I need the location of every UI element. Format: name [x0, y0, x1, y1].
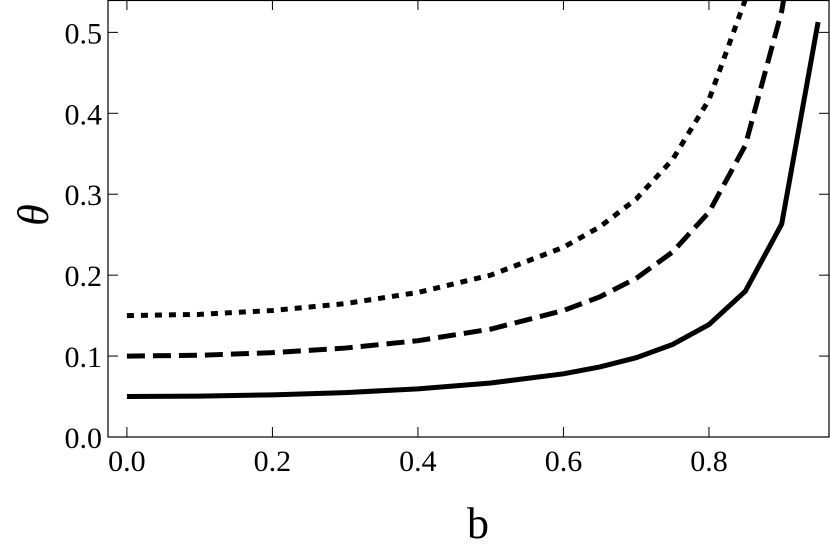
y-tick-label: 0.1 [65, 341, 103, 374]
x-axis-label: b [467, 499, 489, 548]
series-line [126, 0, 787, 359]
x-tick-label: 0.0 [108, 445, 146, 478]
x-tick-label: 0.4 [399, 445, 437, 478]
plot-area [126, 0, 821, 400]
y-tick-label: 0.2 [65, 260, 103, 293]
series-line [126, 21, 821, 400]
x-tick-label: 0.8 [690, 445, 728, 478]
y-tick-label: 0.3 [65, 179, 103, 212]
plot-frame [107, 0, 830, 438]
y-tick-label: 0.0 [65, 422, 103, 455]
series-line [126, 0, 748, 319]
x-tick-label: 0.6 [545, 445, 583, 478]
y-tick-label: 0.4 [65, 98, 103, 131]
y-tick-label: 0.5 [65, 17, 103, 50]
y-axis-label: θ [9, 204, 58, 226]
x-tick-label: 0.2 [254, 445, 292, 478]
